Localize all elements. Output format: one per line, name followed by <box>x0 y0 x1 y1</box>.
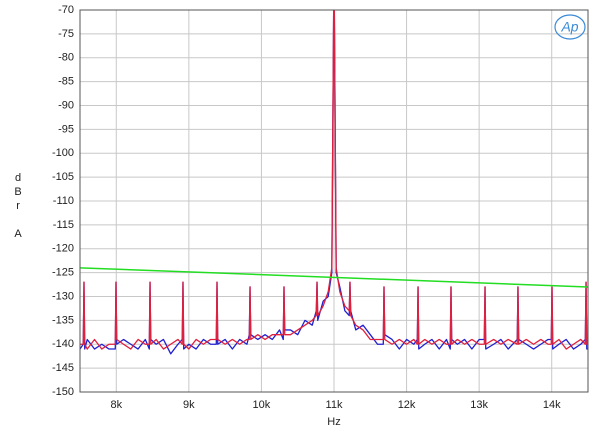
y-tick-label: -150 <box>52 386 74 398</box>
y-tick-label: -135 <box>52 314 74 326</box>
series-line <box>80 10 588 350</box>
plot-lines <box>80 10 588 355</box>
y-tick-label: -95 <box>58 123 74 135</box>
y-tick-label: -115 <box>53 219 74 231</box>
y-tick-label: -100 <box>52 147 74 159</box>
labels: -150 -145 -140 -135 -130 -125 -120 -115 -110 -105… <box>52 4 561 411</box>
y-tick-label: -80 <box>58 52 74 64</box>
x-axis-label: Hz <box>327 416 340 428</box>
x-tick-label: 9k <box>183 399 195 411</box>
x-tick-label: 10k <box>253 399 271 411</box>
plot-border <box>79 9 589 393</box>
y-tick-label: -140 <box>52 338 74 350</box>
x-tick-label: 13k <box>470 399 488 411</box>
y-tick-label: -125 <box>52 267 74 279</box>
x-tick-label: 14k <box>543 399 561 411</box>
logo: Ap <box>560 19 578 35</box>
y-axis-label: dBr A <box>12 172 24 242</box>
y-tick-label: -70 <box>58 4 74 16</box>
logo-ring <box>554 14 586 40</box>
y-tick-label: -120 <box>52 243 74 255</box>
y-tick-label: -75 <box>58 28 74 40</box>
y-tick-label: -105 <box>52 171 74 183</box>
y-tick-label: -110 <box>53 195 74 207</box>
y-tick-label: -130 <box>52 290 74 302</box>
x-tick-label: 12k <box>398 399 416 411</box>
y-tick-label: -145 <box>52 362 74 374</box>
grid <box>80 9 588 393</box>
x-tick-label: 11k <box>326 399 343 411</box>
series-line <box>80 267 588 288</box>
x-tick-label: 8k <box>110 399 122 411</box>
y-tick-label: -90 <box>58 99 74 111</box>
y-tick-label: -85 <box>58 76 74 88</box>
